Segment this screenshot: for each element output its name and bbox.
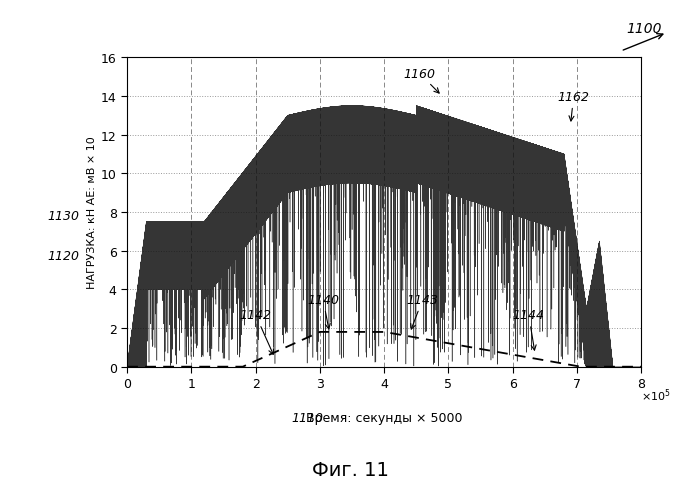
Text: 1143: 1143: [407, 293, 439, 330]
Y-axis label: НАГРУЗКА: кН АЕ: мВ × 10: НАГРУЗКА: кН АЕ: мВ × 10: [87, 136, 97, 289]
Text: Фиг. 11: Фиг. 11: [312, 460, 388, 479]
Text: 1100: 1100: [626, 22, 662, 36]
Text: 1144: 1144: [512, 309, 545, 350]
Text: 1110: 1110: [291, 411, 323, 424]
Text: 1130: 1130: [48, 209, 79, 222]
Text: $\times10^5$: $\times10^5$: [641, 387, 671, 404]
Text: 1160: 1160: [403, 67, 439, 94]
Text: 1120: 1120: [48, 249, 79, 262]
Text: 1140: 1140: [307, 293, 339, 329]
X-axis label: Время: секунды × 5000: Время: секунды × 5000: [306, 411, 463, 424]
Text: 1162: 1162: [558, 91, 589, 121]
Text: 1142: 1142: [239, 309, 274, 355]
